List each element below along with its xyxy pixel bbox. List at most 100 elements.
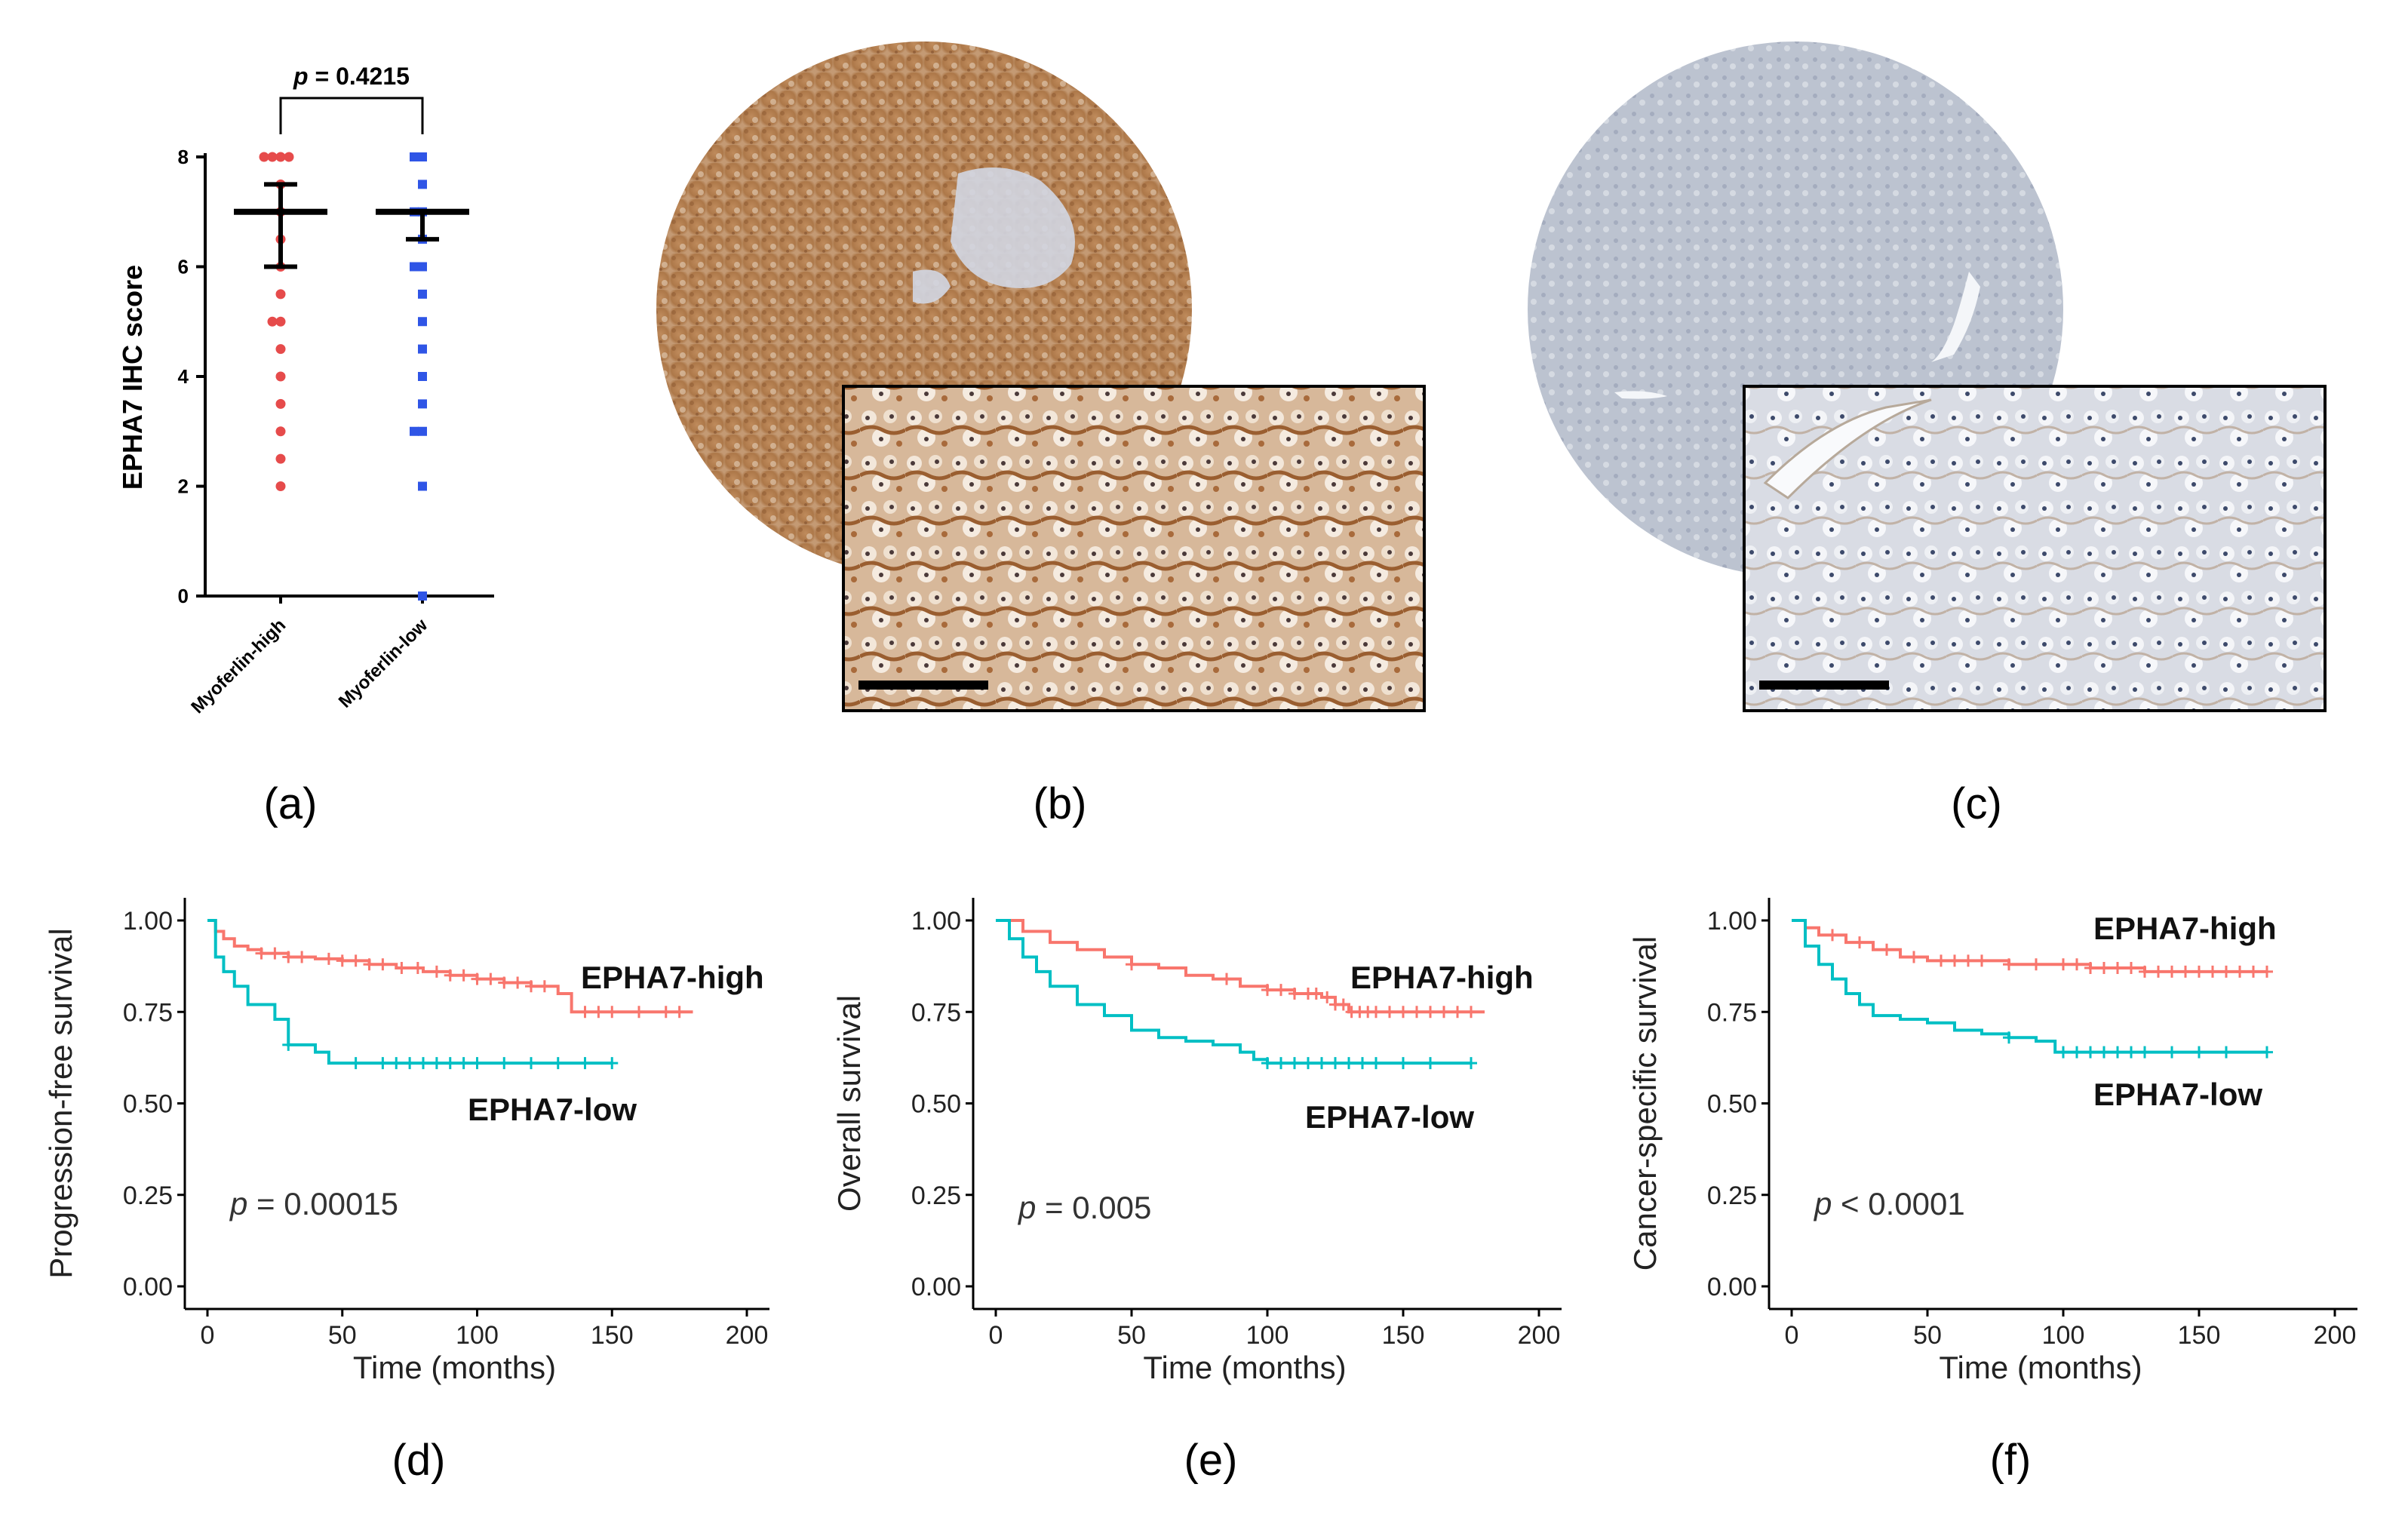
censor-mark (1370, 1057, 1382, 1070)
survival-plot-f: 0.00 0.25 0.50 0.75 1.00 0 50 100 150 200 Time (mo… (1627, 898, 2357, 1385)
censor-mark (296, 951, 309, 963)
scatter-plot-a: 0 2 4 6 8 EPHA7 IHC score Myoferlin-high Myofer… (117, 63, 494, 717)
censor-mark (1275, 984, 1287, 997)
censor-mark (2139, 1046, 2151, 1059)
censor-mark (1881, 943, 1893, 956)
data-point-high (267, 152, 278, 162)
data-point-low (418, 317, 427, 327)
censor-mark (498, 1057, 511, 1070)
censor-mark (2125, 1046, 2137, 1059)
survival-curve-low (1792, 919, 2267, 1054)
censor-mark (390, 1057, 403, 1070)
scale-bar (858, 681, 988, 690)
zoom-inset-high (842, 385, 1426, 712)
censor-mark (1321, 991, 1334, 1003)
censor-mark (2139, 965, 2151, 978)
data-point-high (275, 481, 286, 491)
censor-mark (1126, 958, 1138, 971)
data-point-low (418, 399, 427, 409)
censor-mark (525, 980, 537, 993)
censor-mark (2084, 962, 2096, 975)
legend-label-low: EPHA7-low (2093, 1077, 2262, 1112)
x-tick-label: Myoferlin-low (335, 615, 432, 712)
censor-mark (1302, 1057, 1314, 1070)
censor-mark (498, 976, 511, 989)
x-tick-label: 100 (2042, 1321, 2085, 1350)
censor-mark (1316, 1057, 1328, 1070)
x-tick-label: 150 (591, 1321, 634, 1350)
censor-mark (2098, 962, 2110, 975)
y-axis-label: Cancer-specific survival (1627, 936, 1663, 1271)
panel-label-f: (f) (1990, 1436, 2032, 1485)
data-point-high (275, 398, 286, 409)
censor-mark (444, 1057, 456, 1070)
censor-mark (255, 947, 268, 960)
x-tick-label: Myoferlin-high (187, 615, 290, 717)
data-point-low (418, 426, 427, 436)
y-axis-label: EPHA7 IHC score (117, 265, 148, 490)
data-point-high (259, 152, 269, 162)
censor-mark (1438, 1006, 1450, 1019)
censor-mark (411, 962, 424, 975)
y-tick-label: 4 (178, 365, 189, 388)
censor-mark (376, 1057, 389, 1070)
censor-mark (1976, 954, 1988, 967)
censor-mark (269, 947, 281, 960)
censor-mark (2030, 958, 2042, 971)
panel-label-e: (e) (1184, 1436, 1238, 1485)
censor-mark (606, 1057, 619, 1070)
censor-mark (673, 1006, 686, 1019)
censor-mark (538, 980, 551, 993)
censor-mark (2125, 962, 2137, 975)
scale-bar (1759, 681, 1889, 690)
censor-mark (2179, 965, 2191, 978)
censor-mark (2003, 958, 2015, 971)
censor-mark (363, 958, 376, 971)
legend-label-high: EPHA7-high (2093, 911, 2277, 946)
p-value-symbol: p (1017, 1190, 1036, 1225)
censor-mark (2152, 965, 2164, 978)
legend-label-high: EPHA7-high (581, 960, 764, 995)
censor-mark (2057, 958, 2069, 971)
censor-mark (2247, 965, 2259, 978)
data-point-low (410, 426, 419, 436)
p-value-text: = 0.005 (1036, 1190, 1151, 1225)
censor-mark (349, 1057, 362, 1070)
censor-mark (2112, 962, 2124, 975)
p-value-label: p < 0.0001 (1813, 1186, 1965, 1221)
p-value-symbol: p (229, 1186, 247, 1221)
p-value-symbol: p (1813, 1186, 1832, 1221)
censor-mark (282, 951, 295, 963)
censor-mark (1310, 988, 1322, 1000)
data-point-low (418, 591, 427, 601)
p-value-label: p = 0.4215 (293, 63, 410, 90)
y-axis-label: Progression-free survival (43, 928, 78, 1279)
censor-mark (606, 1006, 619, 1019)
data-point-low (410, 262, 419, 272)
tissue-vessel (1614, 391, 1667, 399)
y-tick-label: 1.00 (1707, 907, 1757, 936)
x-tick-label: 50 (328, 1321, 357, 1350)
legend-label-high: EPHA7-high (1350, 960, 1534, 995)
y-tick-label: 8 (178, 146, 189, 168)
data-point-high (275, 152, 286, 162)
data-point-low (418, 372, 427, 381)
censor-mark (1908, 951, 1920, 963)
censor-mark (336, 954, 349, 967)
tissue-stroma-region (951, 167, 1075, 288)
y-tick-label: 1.00 (123, 907, 173, 936)
p-value-text: = 0.4215 (309, 63, 410, 90)
y-tick-label: 0.75 (911, 998, 961, 1027)
y-tick-label: 0.25 (1707, 1181, 1757, 1210)
censor-mark (1337, 998, 1350, 1011)
censor-mark (2261, 965, 2273, 978)
data-point-low (418, 180, 427, 189)
p-value-label: p = 0.00015 (229, 1186, 398, 1221)
censor-mark (1397, 1057, 1409, 1070)
censor-mark (444, 969, 456, 982)
x-tick-label: 0 (989, 1321, 1003, 1350)
y-tick-label: 1.00 (911, 907, 961, 936)
y-tick-label: 0 (178, 585, 189, 607)
censor-mark (2220, 1046, 2232, 1059)
